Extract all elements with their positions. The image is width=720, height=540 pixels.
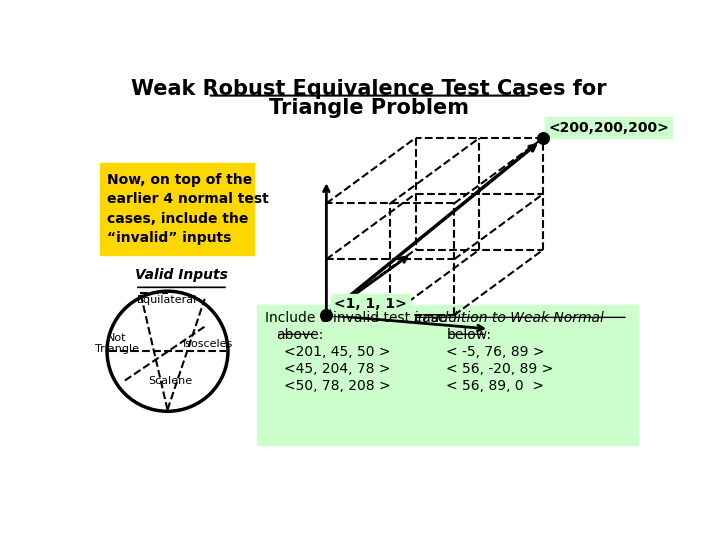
Point	[538, 133, 549, 142]
Text: Include 6 invalid test case: Include 6 invalid test case	[265, 311, 451, 325]
Text: Triangle Problem: Triangle Problem	[269, 98, 469, 118]
Text: <45, 204, 78 >: <45, 204, 78 >	[284, 362, 390, 376]
Text: <1, 1, 1>: <1, 1, 1>	[334, 297, 407, 311]
Text: <200,200,200>: <200,200,200>	[548, 121, 669, 135]
Text: Weak Robust Equivalence Test Cases for: Weak Robust Equivalence Test Cases for	[131, 79, 607, 99]
Text: above:: above:	[276, 328, 323, 342]
Point	[320, 310, 332, 319]
Text: Not
Triangle: Not Triangle	[95, 333, 139, 354]
Text: below:: below:	[446, 328, 492, 342]
FancyBboxPatch shape	[100, 164, 254, 255]
Text: < -5, 76, 89 >: < -5, 76, 89 >	[446, 345, 545, 359]
Text: Equilateral: Equilateral	[138, 295, 197, 305]
Text: <201, 45, 50 >: <201, 45, 50 >	[284, 345, 390, 359]
Text: < 56, 89, 0  >: < 56, 89, 0 >	[446, 379, 544, 393]
Text: < 56, -20, 89 >: < 56, -20, 89 >	[446, 362, 554, 376]
Text: in addition to Weak Normal: in addition to Weak Normal	[414, 311, 604, 325]
Text: Scalene: Scalene	[148, 375, 192, 386]
Text: Now, on top of the
earlier 4 normal test
cases, include the
“invalid” inputs: Now, on top of the earlier 4 normal test…	[107, 173, 269, 245]
Text: Valid Inputs: Valid Inputs	[135, 268, 228, 282]
Text: Isosceles: Isosceles	[183, 339, 233, 348]
Text: <50, 78, 208 >: <50, 78, 208 >	[284, 379, 390, 393]
FancyBboxPatch shape	[258, 305, 638, 445]
